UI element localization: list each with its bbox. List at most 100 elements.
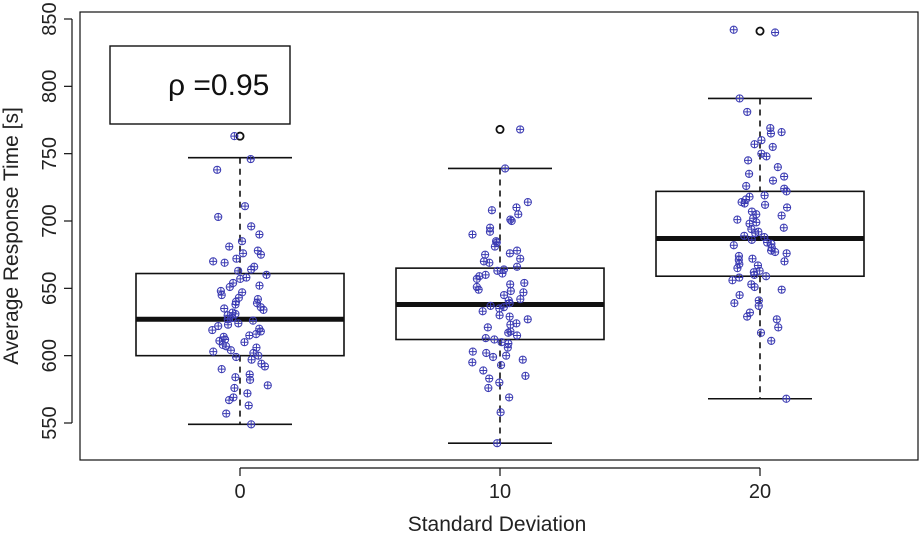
y-tick-label: 550 bbox=[39, 406, 61, 439]
data-point bbox=[766, 129, 776, 138]
y-axis-title: Average Response Time [s] bbox=[0, 107, 23, 365]
data-point bbox=[735, 273, 744, 282]
data-point bbox=[245, 331, 254, 340]
data-point bbox=[209, 347, 218, 356]
data-point bbox=[756, 328, 766, 337]
x-tick-label: 0 bbox=[234, 481, 245, 503]
data-point bbox=[750, 270, 759, 279]
plot-area bbox=[135, 25, 865, 448]
data-point bbox=[214, 212, 223, 222]
data-point bbox=[754, 296, 763, 305]
data-point bbox=[770, 28, 780, 37]
data-point bbox=[209, 257, 218, 266]
data-point bbox=[760, 191, 769, 200]
data-point bbox=[495, 378, 504, 387]
data-point bbox=[782, 249, 791, 258]
data-point bbox=[252, 299, 262, 308]
data-point bbox=[743, 156, 753, 165]
data-point bbox=[780, 184, 789, 193]
annotation-box: ρ =0.95 bbox=[109, 45, 291, 125]
data-point bbox=[516, 125, 525, 134]
data-point bbox=[247, 265, 256, 274]
data-point bbox=[729, 25, 738, 34]
data-point bbox=[215, 336, 224, 345]
data-point bbox=[240, 338, 249, 347]
data-point bbox=[226, 346, 236, 355]
plot-frame bbox=[79, 11, 919, 461]
data-point bbox=[757, 136, 766, 145]
data-point bbox=[506, 215, 515, 224]
data-point bbox=[262, 270, 271, 279]
data-point bbox=[495, 311, 504, 320]
data-point bbox=[777, 285, 786, 294]
x-tick-label: 20 bbox=[749, 481, 771, 503]
data-point bbox=[246, 154, 255, 164]
data-point bbox=[734, 251, 744, 261]
data-point bbox=[750, 140, 759, 149]
data-point bbox=[740, 231, 749, 240]
data-point bbox=[735, 290, 744, 300]
data-point bbox=[229, 278, 238, 288]
data-point bbox=[505, 393, 514, 402]
data-point bbox=[516, 254, 525, 263]
y-tick-label: 650 bbox=[39, 272, 61, 305]
data-point bbox=[255, 230, 264, 239]
annotation-frame bbox=[109, 45, 291, 125]
x-axis-title: Standard Deviation bbox=[408, 513, 587, 534]
data-point bbox=[512, 262, 522, 271]
data-point bbox=[232, 352, 241, 362]
box-iqr bbox=[655, 190, 865, 278]
data-point bbox=[735, 94, 744, 103]
data-point bbox=[520, 278, 529, 288]
data-point bbox=[488, 352, 498, 362]
data-point bbox=[237, 237, 247, 246]
y-tick-label: 700 bbox=[39, 204, 61, 237]
data-point bbox=[760, 200, 770, 209]
data-point bbox=[751, 229, 760, 238]
data-point bbox=[468, 358, 477, 367]
data-point bbox=[249, 348, 258, 358]
data-point bbox=[780, 172, 789, 181]
data-point bbox=[497, 338, 506, 347]
data-point bbox=[504, 328, 513, 337]
data-point bbox=[479, 257, 489, 266]
data-point bbox=[481, 334, 490, 343]
data-point bbox=[238, 249, 248, 258]
data-point bbox=[729, 241, 738, 250]
data-point bbox=[747, 235, 756, 244]
data-point bbox=[223, 315, 232, 324]
data-point bbox=[247, 420, 256, 429]
data-point bbox=[519, 288, 528, 297]
data-point bbox=[750, 282, 759, 292]
data-point bbox=[518, 355, 527, 364]
data-point bbox=[512, 203, 521, 212]
data-point bbox=[478, 307, 487, 316]
data-point bbox=[743, 312, 752, 321]
data-point bbox=[230, 383, 239, 393]
data-point bbox=[243, 389, 252, 398]
data-point bbox=[255, 324, 264, 333]
data-point bbox=[760, 233, 769, 242]
data-point bbox=[230, 132, 239, 141]
data-point bbox=[748, 254, 757, 263]
data-point bbox=[762, 152, 771, 161]
data-point bbox=[523, 315, 532, 324]
data-point bbox=[773, 163, 782, 172]
data-point bbox=[485, 227, 495, 236]
data-point bbox=[512, 246, 522, 255]
annotation-text: ρ =0.95 bbox=[168, 69, 269, 102]
data-point bbox=[468, 230, 477, 239]
data-point bbox=[516, 295, 525, 304]
data-point bbox=[222, 342, 231, 351]
data-point bbox=[216, 286, 225, 296]
data-point bbox=[506, 280, 515, 289]
data-point bbox=[523, 198, 532, 207]
data-point bbox=[245, 370, 254, 379]
data-point bbox=[220, 258, 229, 267]
data-point bbox=[496, 360, 506, 370]
data-point bbox=[499, 303, 508, 312]
data-point bbox=[747, 224, 756, 234]
data-point bbox=[486, 301, 495, 310]
data-point bbox=[485, 374, 494, 383]
data-point bbox=[244, 401, 253, 410]
